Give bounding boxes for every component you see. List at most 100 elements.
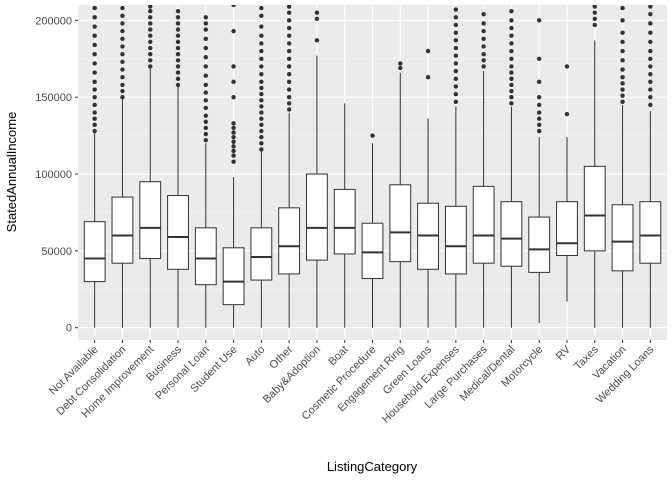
box-group (139, 5, 162, 328)
outlier-point (203, 138, 209, 143)
outlier-point (175, 8, 181, 14)
outlier-point (286, 71, 292, 77)
y-tick-label: 200000 (35, 15, 72, 27)
box-group (83, 5, 106, 328)
outlier-point (92, 116, 97, 121)
outlier-point (398, 65, 403, 71)
outlier-point (536, 18, 542, 23)
box (167, 195, 189, 270)
outlier-point (453, 30, 459, 35)
outlier-point (453, 53, 459, 58)
outlier-point (648, 56, 653, 61)
outlier-point (481, 64, 486, 69)
box-group (278, 5, 301, 328)
outlier-point (259, 85, 264, 91)
outlier-point (120, 5, 125, 11)
outlier-point (536, 95, 542, 100)
outlier-point (92, 95, 97, 100)
outlier-point (648, 48, 653, 54)
outlier-point (481, 28, 486, 34)
outlier-point (286, 95, 292, 100)
box-group (500, 8, 523, 328)
outlier-point (453, 15, 459, 20)
box (333, 188, 356, 255)
outlier-point (203, 21, 209, 26)
outlier-point (92, 15, 97, 20)
outlier-point (648, 102, 653, 108)
outlier-point (203, 119, 209, 124)
outlier-point (148, 21, 153, 26)
outlier-point (620, 18, 625, 23)
outlier-point (648, 12, 653, 17)
outlier-point (648, 64, 653, 69)
outlier-point (92, 128, 97, 134)
outlier-point (259, 71, 264, 77)
outlier-point (231, 159, 236, 164)
outlier-point (370, 133, 375, 138)
outlier-point (453, 38, 459, 43)
outlier-point (509, 95, 514, 100)
box-group (167, 8, 189, 328)
outlier-point (481, 36, 486, 42)
outlier-point (648, 21, 653, 26)
outlier-point (509, 41, 514, 46)
outlier-point (453, 84, 459, 89)
outlier-point (648, 71, 653, 77)
box (389, 184, 412, 263)
outlier-point (92, 79, 97, 85)
box (444, 205, 467, 275)
outlier-point (509, 48, 514, 54)
outlier-point (620, 58, 625, 63)
outlier-point (175, 33, 181, 38)
outlier-point (92, 122, 97, 128)
box-group (250, 5, 273, 328)
box (194, 227, 217, 286)
outlier-point (231, 79, 236, 85)
outlier-point (620, 75, 625, 80)
outlier-point (453, 45, 459, 51)
outlier-point (120, 59, 125, 65)
outlier-point (592, 16, 597, 22)
outlier-point (231, 134, 236, 140)
outlier-point (286, 5, 292, 9)
outlier-point (175, 70, 181, 75)
outlier-point (453, 91, 459, 97)
outlier-point (398, 61, 403, 66)
outlier-point (148, 39, 153, 45)
outlier-point (286, 18, 292, 23)
outlier-point (203, 27, 209, 32)
outlier-point (120, 95, 125, 100)
outlier-point (175, 76, 181, 81)
outlier-point (203, 82, 209, 88)
outlier-point (259, 141, 264, 146)
outlier-point (259, 79, 264, 85)
outlier-point (120, 88, 125, 94)
outlier-point (509, 88, 514, 94)
outlier-point (120, 28, 125, 34)
outlier-point (175, 82, 181, 88)
box (250, 227, 273, 281)
outlier-point (203, 73, 209, 78)
outlier-point (286, 101, 292, 106)
outlier-point (148, 15, 153, 20)
outlier-point (286, 87, 292, 92)
outlier-point (286, 25, 292, 31)
outlier-point (564, 64, 570, 69)
outlier-point (314, 10, 320, 15)
box-group (556, 64, 578, 302)
outlier-point (92, 87, 97, 92)
outlier-point (92, 110, 97, 115)
outlier-point (259, 41, 264, 46)
outlier-point (120, 44, 125, 49)
box (222, 247, 245, 306)
outlier-point (120, 67, 125, 72)
outlier-point (92, 70, 97, 75)
outlier-point (536, 122, 542, 128)
outlier-point (231, 139, 236, 144)
outlier-point (620, 48, 625, 54)
box (361, 222, 384, 280)
outlier-point (286, 10, 292, 15)
outlier-point (286, 56, 292, 61)
outlier-point (203, 113, 209, 118)
